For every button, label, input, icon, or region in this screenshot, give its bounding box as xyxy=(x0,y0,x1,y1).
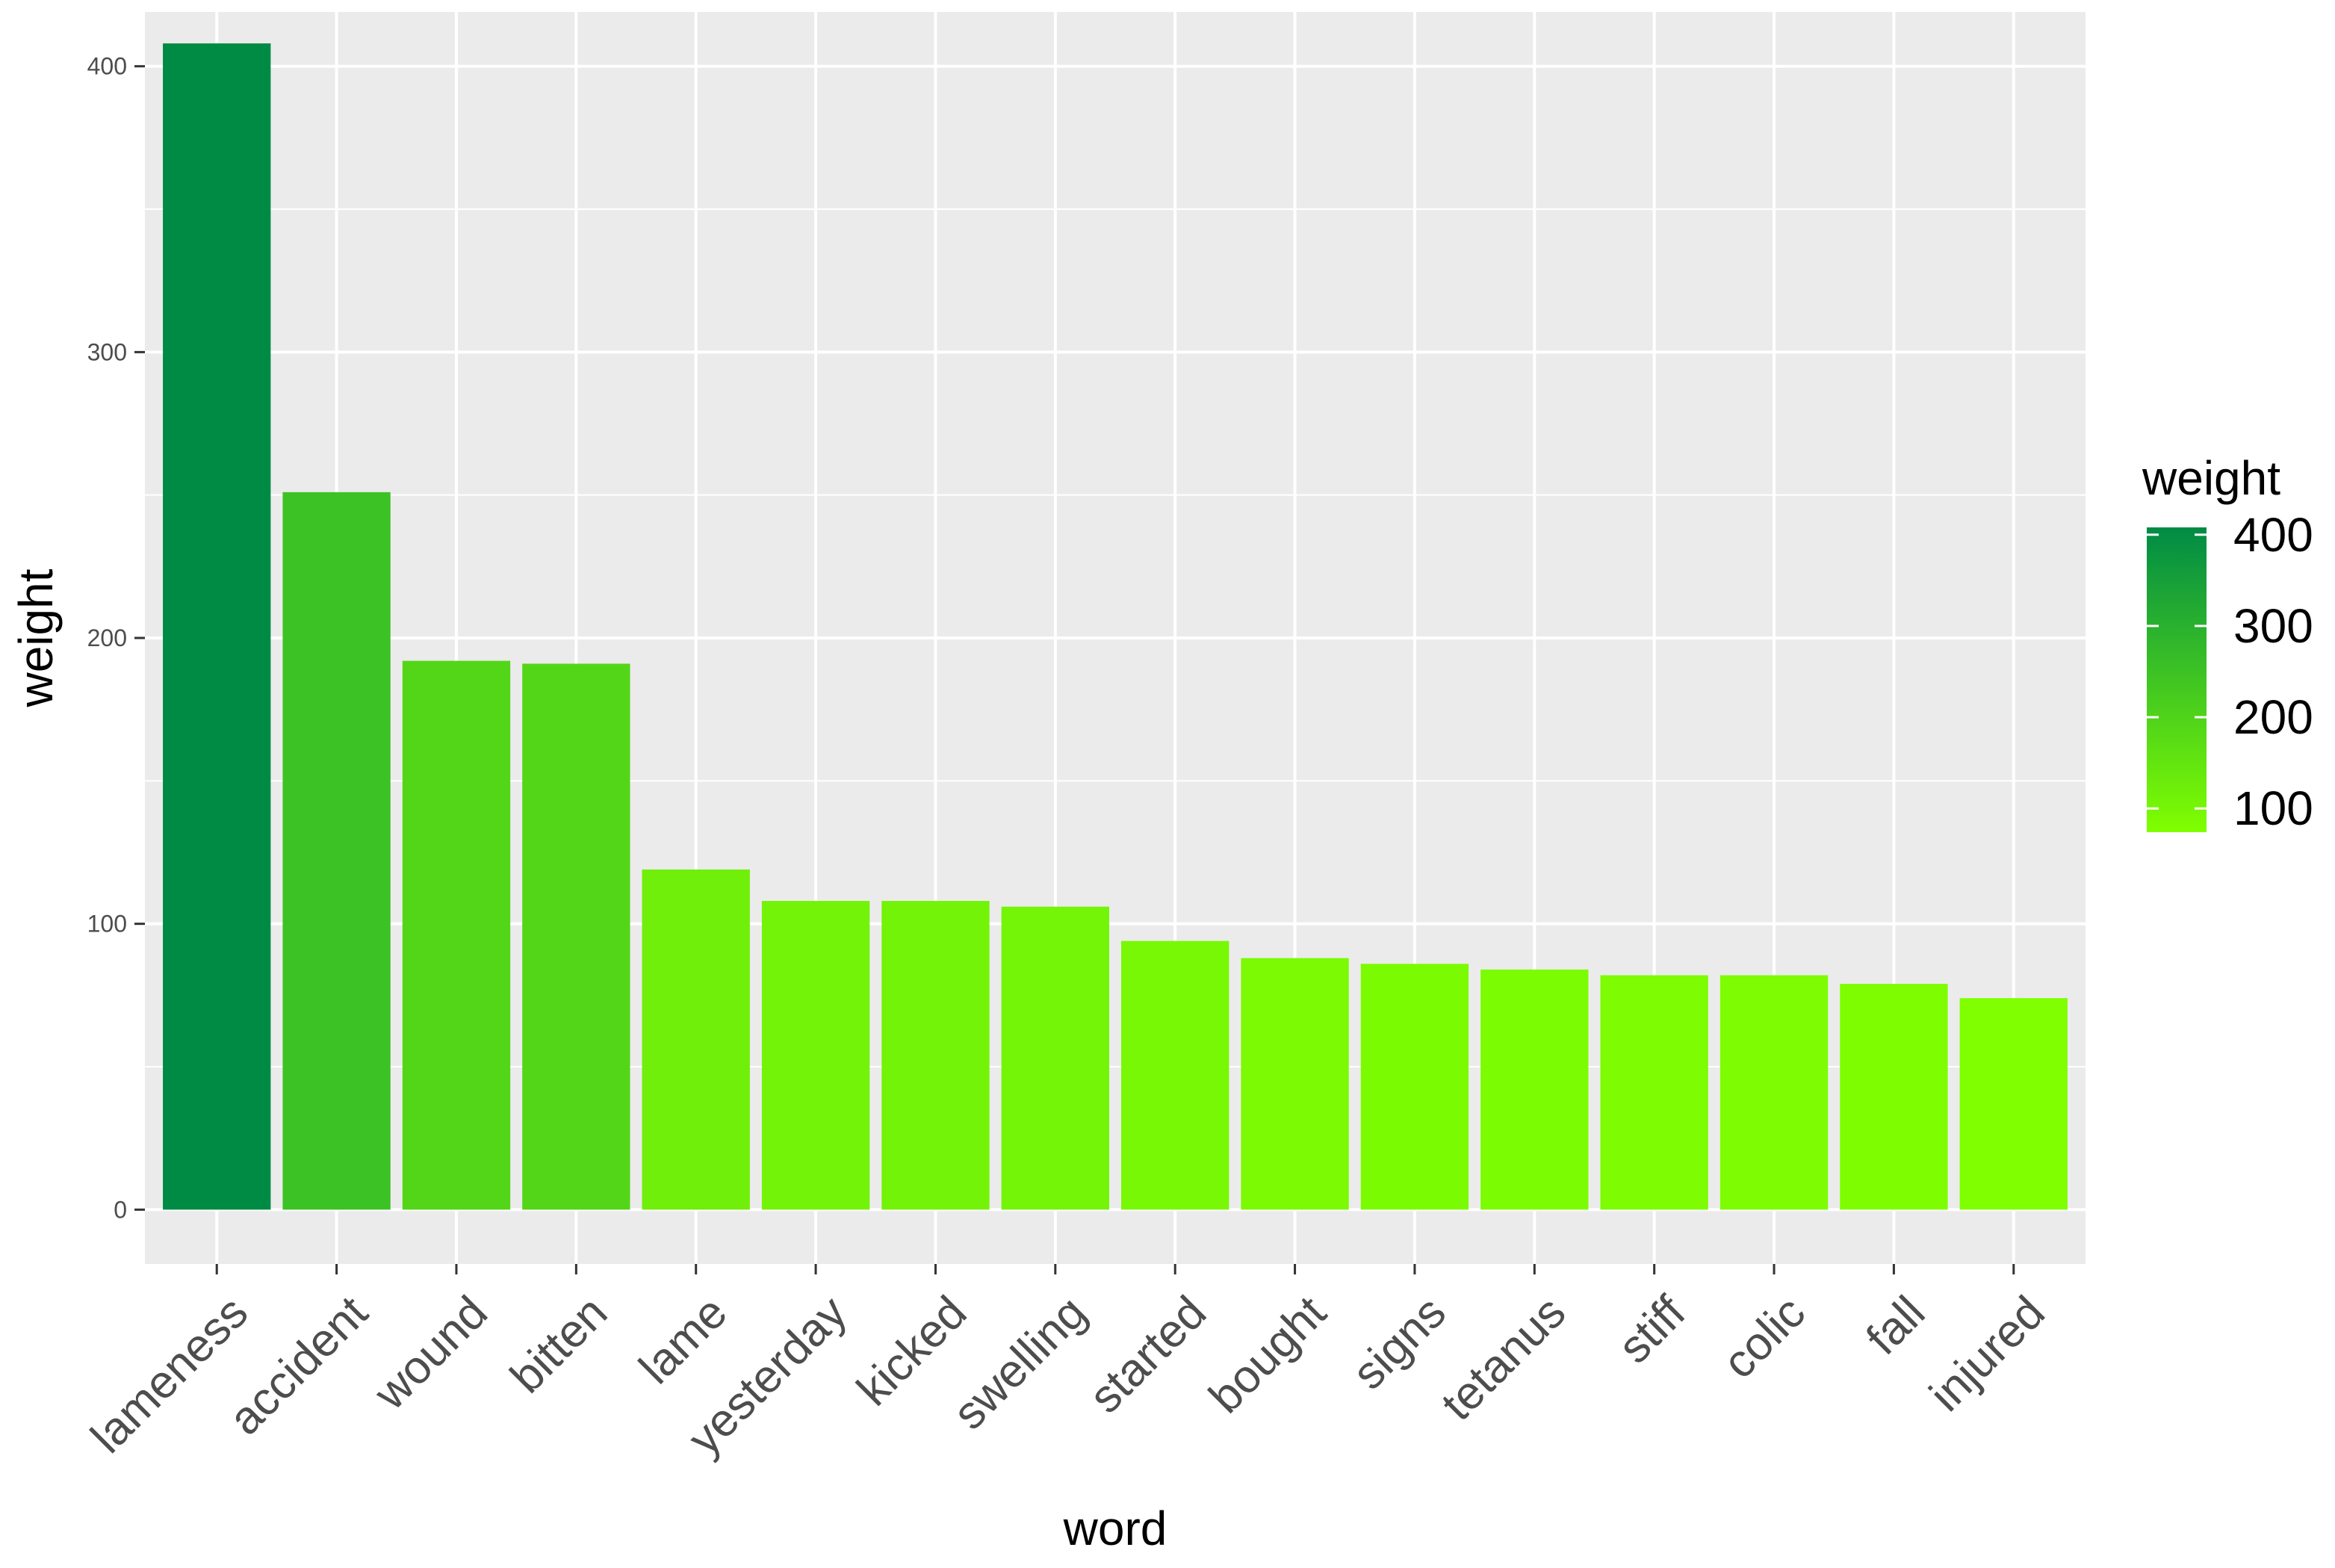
bar-tetanus xyxy=(1480,969,1589,1210)
bar-signs xyxy=(1360,964,1469,1210)
bar-kicked xyxy=(881,901,990,1210)
bar-bitten xyxy=(522,663,630,1210)
bar-lameness xyxy=(163,43,271,1210)
bar-accident xyxy=(282,492,391,1210)
y-tick-label: 400 xyxy=(87,53,127,80)
bar-stiff xyxy=(1600,975,1708,1210)
legend-title: weight xyxy=(2142,451,2280,505)
bar-started xyxy=(1121,941,1229,1210)
y-axis-title: weight xyxy=(9,568,63,707)
x-tick-label: lameness xyxy=(81,1286,258,1463)
bar-swelling xyxy=(1001,906,1109,1210)
bar-wound xyxy=(402,660,511,1210)
bar-injured xyxy=(1959,998,2068,1210)
x-axis-title: word xyxy=(1063,1502,1168,1555)
legend: weight 100 200 300 400 xyxy=(2142,451,2313,835)
bar-fall xyxy=(1840,984,1948,1210)
x-tick-label: fall xyxy=(1857,1286,1935,1365)
y-tick-label: 100 xyxy=(87,911,127,938)
x-tick-label: started xyxy=(1079,1286,1216,1423)
bars xyxy=(163,43,2068,1210)
x-tick-label: tetanus xyxy=(1432,1286,1576,1431)
bar-lame xyxy=(642,869,750,1210)
x-tick-label: lame xyxy=(630,1286,737,1394)
x-tick-label: signs xyxy=(1343,1286,1456,1399)
y-tick-label: 300 xyxy=(87,338,127,365)
legend-tick-label: 400 xyxy=(2233,508,2313,562)
x-tick-label: wound xyxy=(364,1286,497,1420)
x-tick-label: bought xyxy=(1200,1286,1336,1423)
legend-tick-label: 100 xyxy=(2233,781,2313,835)
bar-colic xyxy=(1720,975,1829,1210)
x-tick-label: bitten xyxy=(500,1286,617,1403)
bar-yesterday xyxy=(761,901,870,1210)
legend-tick-label: 300 xyxy=(2233,599,2313,653)
x-tick-label: colic xyxy=(1714,1286,1815,1388)
x-tick-label: stiff xyxy=(1608,1286,1696,1374)
x-tick-label: swelling xyxy=(943,1286,1097,1440)
y-tick-label: 0 xyxy=(114,1196,127,1223)
y-tick-label: 200 xyxy=(87,625,127,651)
x-tick-label: injured xyxy=(1920,1286,2054,1421)
bar-bought xyxy=(1241,958,1349,1210)
legend-tick-label: 200 xyxy=(2233,690,2313,744)
legend-colorbar xyxy=(2147,527,2207,832)
